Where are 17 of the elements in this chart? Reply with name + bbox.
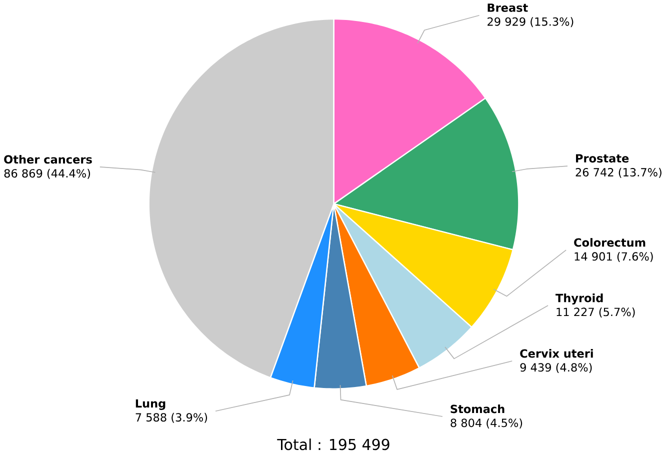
data-label: 7 588 (3.9%): [136, 413, 208, 424]
data-label: 11 227 (5.7%): [556, 308, 635, 318]
data-label: 86 869 (44.4%): [4, 169, 90, 180]
slice-label: Thyroid: [556, 294, 603, 305]
slice-label: Breast: [488, 4, 528, 12]
slice-label: Cervix uteri: [520, 349, 593, 358]
slice-label: Stomach: [450, 404, 504, 414]
slice-label: Prostate: [576, 154, 629, 163]
data-label: 14 901 (7.6%): [574, 252, 653, 262]
data-label: 29 929 (15.3%): [488, 17, 574, 28]
text: Total : 195 499: [277, 438, 390, 450]
data-label: 8 804 (4.5%): [450, 418, 522, 429]
slice-label: Colorectum: [574, 238, 646, 247]
slice-label: Lung: [136, 399, 166, 410]
slice-label: Other cancers: [4, 155, 92, 164]
data-label: 26 742 (13.7%): [576, 168, 662, 178]
data-label: 9 439 (4.8%): [520, 363, 592, 374]
